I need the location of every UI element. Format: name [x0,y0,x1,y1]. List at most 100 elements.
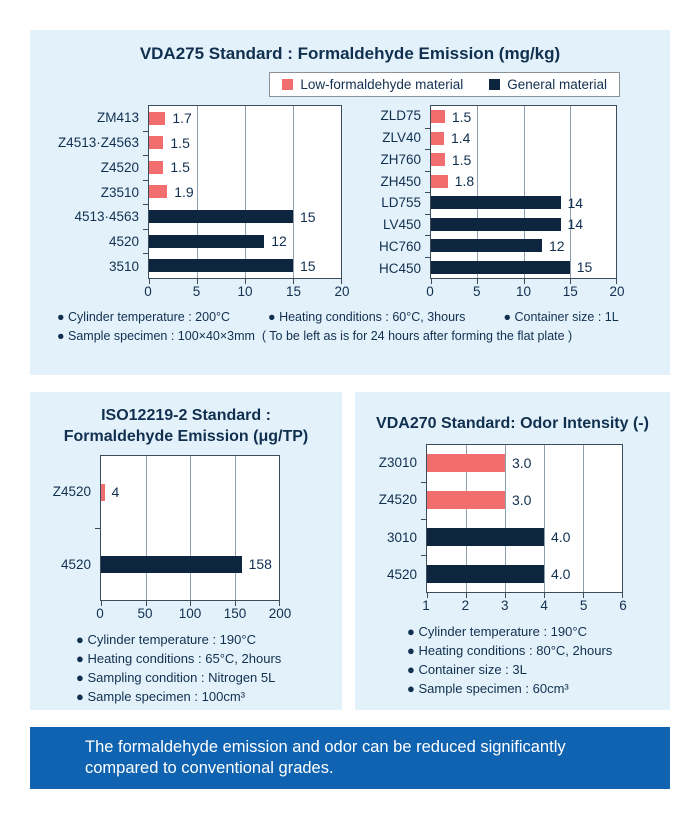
x-axis-labels: 0 50 100 150 200 [96,601,291,621]
y-axis-tick [425,192,430,193]
bar-row: 1.8 [431,171,616,193]
bar-3010 [427,527,544,546]
note: ● Container size : 3L [407,662,527,677]
y-axis-labels: ZM413 Z4513·Z4563 Z4520 Z3510 4513·4563 4520 3… [30,105,148,279]
x-tick-label: 20 [334,284,350,299]
value-label: 3.0 [512,492,532,509]
bar-row: 3.0 [427,445,622,482]
note: ● Heating conditions : 65°C, 2hours [76,651,282,666]
note-line: ● Cylinder temperature : 200°C ● Heating … [57,308,670,327]
y-axis-tick [143,204,148,206]
bar-row: 12 [431,235,616,257]
category-label: Z4513·Z4563 [57,134,139,150]
value-label: 14 [567,194,584,211]
category-label: 4513·4563 [74,209,139,225]
y-axis-labels: Z3010 Z4520 3010 4520 [363,444,426,593]
y-axis-tick [143,155,148,157]
banner-line1: The formaldehyde emission and odor can b… [85,737,566,756]
panel-iso12219: ISO12219-2 Standard : Formaldehyde Emiss… [30,392,342,710]
x-tick-label: 150 [223,606,247,621]
bar-ZH450 [431,174,448,188]
note: ● Cylinder temperature : 190°C [76,632,256,647]
chart-wrap: Z4520 4520 4 158 0 50 100 150 200 [30,455,342,621]
value-label: 158 [248,556,272,572]
category-label: ZLV40 [382,130,421,146]
x-tick-label: 4 [540,598,548,613]
plot-area: 1.7 1.5 1.5 1.9 15 12 15 [143,105,342,284]
note: ● Cylinder temperature : 200°C [57,310,231,324]
bar-3510 [149,259,293,273]
bar-HC450 [431,260,570,274]
iso-notes: ● Cylinder temperature : 190°C ● Heating … [30,630,342,706]
category-label: 4520 [60,557,91,572]
value-label: 12 [271,233,287,250]
note: ● Heating conditions : 60°C, 3hours [268,310,466,324]
x-tick-label: 5 [579,598,588,613]
bar-ZLD75 [431,110,445,124]
legend-swatch-pink [282,79,294,90]
chart-wrap: ZM413 Z4513·Z4563 Z4520 Z3510 4513·4563 4520 3… [30,105,350,299]
x-tick-label: 15 [562,284,578,299]
bar-ZH760 [431,153,445,167]
x-axis-tick [145,601,147,606]
bar-4520 [101,555,242,573]
gridline [523,106,525,278]
vda275-charts-row: ZM413 Z4513·Z4563 Z4520 Z3510 4513·4563 4520 3… [30,105,670,299]
value-label: 14 [567,216,584,233]
category-label: Z4520 [378,492,417,508]
x-axis-tick [431,279,432,284]
note-line: ● Sampling condition : Nitrogen 5L [76,668,342,687]
y-axis-tick [425,213,430,215]
x-tick-label: 2 [461,598,470,613]
category-label: LV450 [382,217,421,233]
y-axis-tick [425,149,430,150]
x-tick-label: 5 [472,284,481,299]
gridline [197,106,198,278]
x-axis-tick [427,593,428,598]
value-label: 1.5 [451,151,472,168]
x-tick-label: 20 [609,284,625,299]
category-label: 4520 [108,234,139,250]
x-axis-tick [197,279,198,284]
value-label: 15 [300,257,316,274]
bar-Z4520 [149,160,164,174]
y-axis-tick [425,256,430,258]
bar-row: 1.5 [149,131,341,156]
y-axis-tick [421,481,426,483]
panel-iso-title-line1: ISO12219-2 Standard : [101,407,271,424]
bar-row: 1.7 [149,106,341,131]
gridline [477,106,479,278]
panel-vda275: VDA275 Standard : Formaldehyde Emission … [30,30,670,375]
vda275-notes: ● Cylinder temperature : 200°C ● Heating … [30,308,670,346]
bar-row: 1.9 [149,180,341,205]
legend: Low-formaldehyde material General materi… [269,72,620,97]
gridline [544,445,545,592]
value-label: 1.7 [172,110,192,127]
note: ● Sample specimen : 100×40×3mm ( To be l… [57,329,573,343]
x-axis-tick [544,593,545,598]
category-label: ZM413 [96,109,139,125]
note-line: ● Sample specimen : 100cm³ [76,687,342,706]
bar-row: 4 [101,456,279,528]
bar-row: 15 [149,204,341,229]
x-tick-label: 0 [96,606,104,621]
vda270-notes: ● Cylinder temperature : 190°C ● Heating … [355,622,670,698]
category-label: HC760 [378,238,421,254]
category-label: Z3010 [378,455,417,471]
legend-item-general: General material [489,77,607,92]
y-axis-tick [143,130,148,132]
panel-vda270: VDA270 Standard: Odor Intensity (-) Z301… [355,392,670,710]
category-label: ZH450 [380,173,421,189]
bar-row: 14 [431,214,616,236]
plot-area: 1.5 1.4 1.5 1.8 14 14 12 15 [425,105,617,284]
y-axis-labels: ZLD75 ZLV40 ZH760 ZH450 LD755 LV450 HC760 HC450 [342,105,430,279]
x-axis-tick [101,601,102,606]
note: ● Heating conditions : 80°C, 2hours [407,643,613,658]
chart-vda275-left: ZM413 Z4513·Z4563 Z4520 Z3510 4513·4563 4520 3… [30,105,350,299]
x-axis-tick [466,593,467,598]
bar-row: 12 [149,229,341,254]
note: ● Sample specimen : 60cm³ [407,681,569,696]
x-tick-label: 200 [268,606,292,621]
x-tick-label: 15 [285,284,302,299]
legend-swatch-navy [489,79,501,90]
